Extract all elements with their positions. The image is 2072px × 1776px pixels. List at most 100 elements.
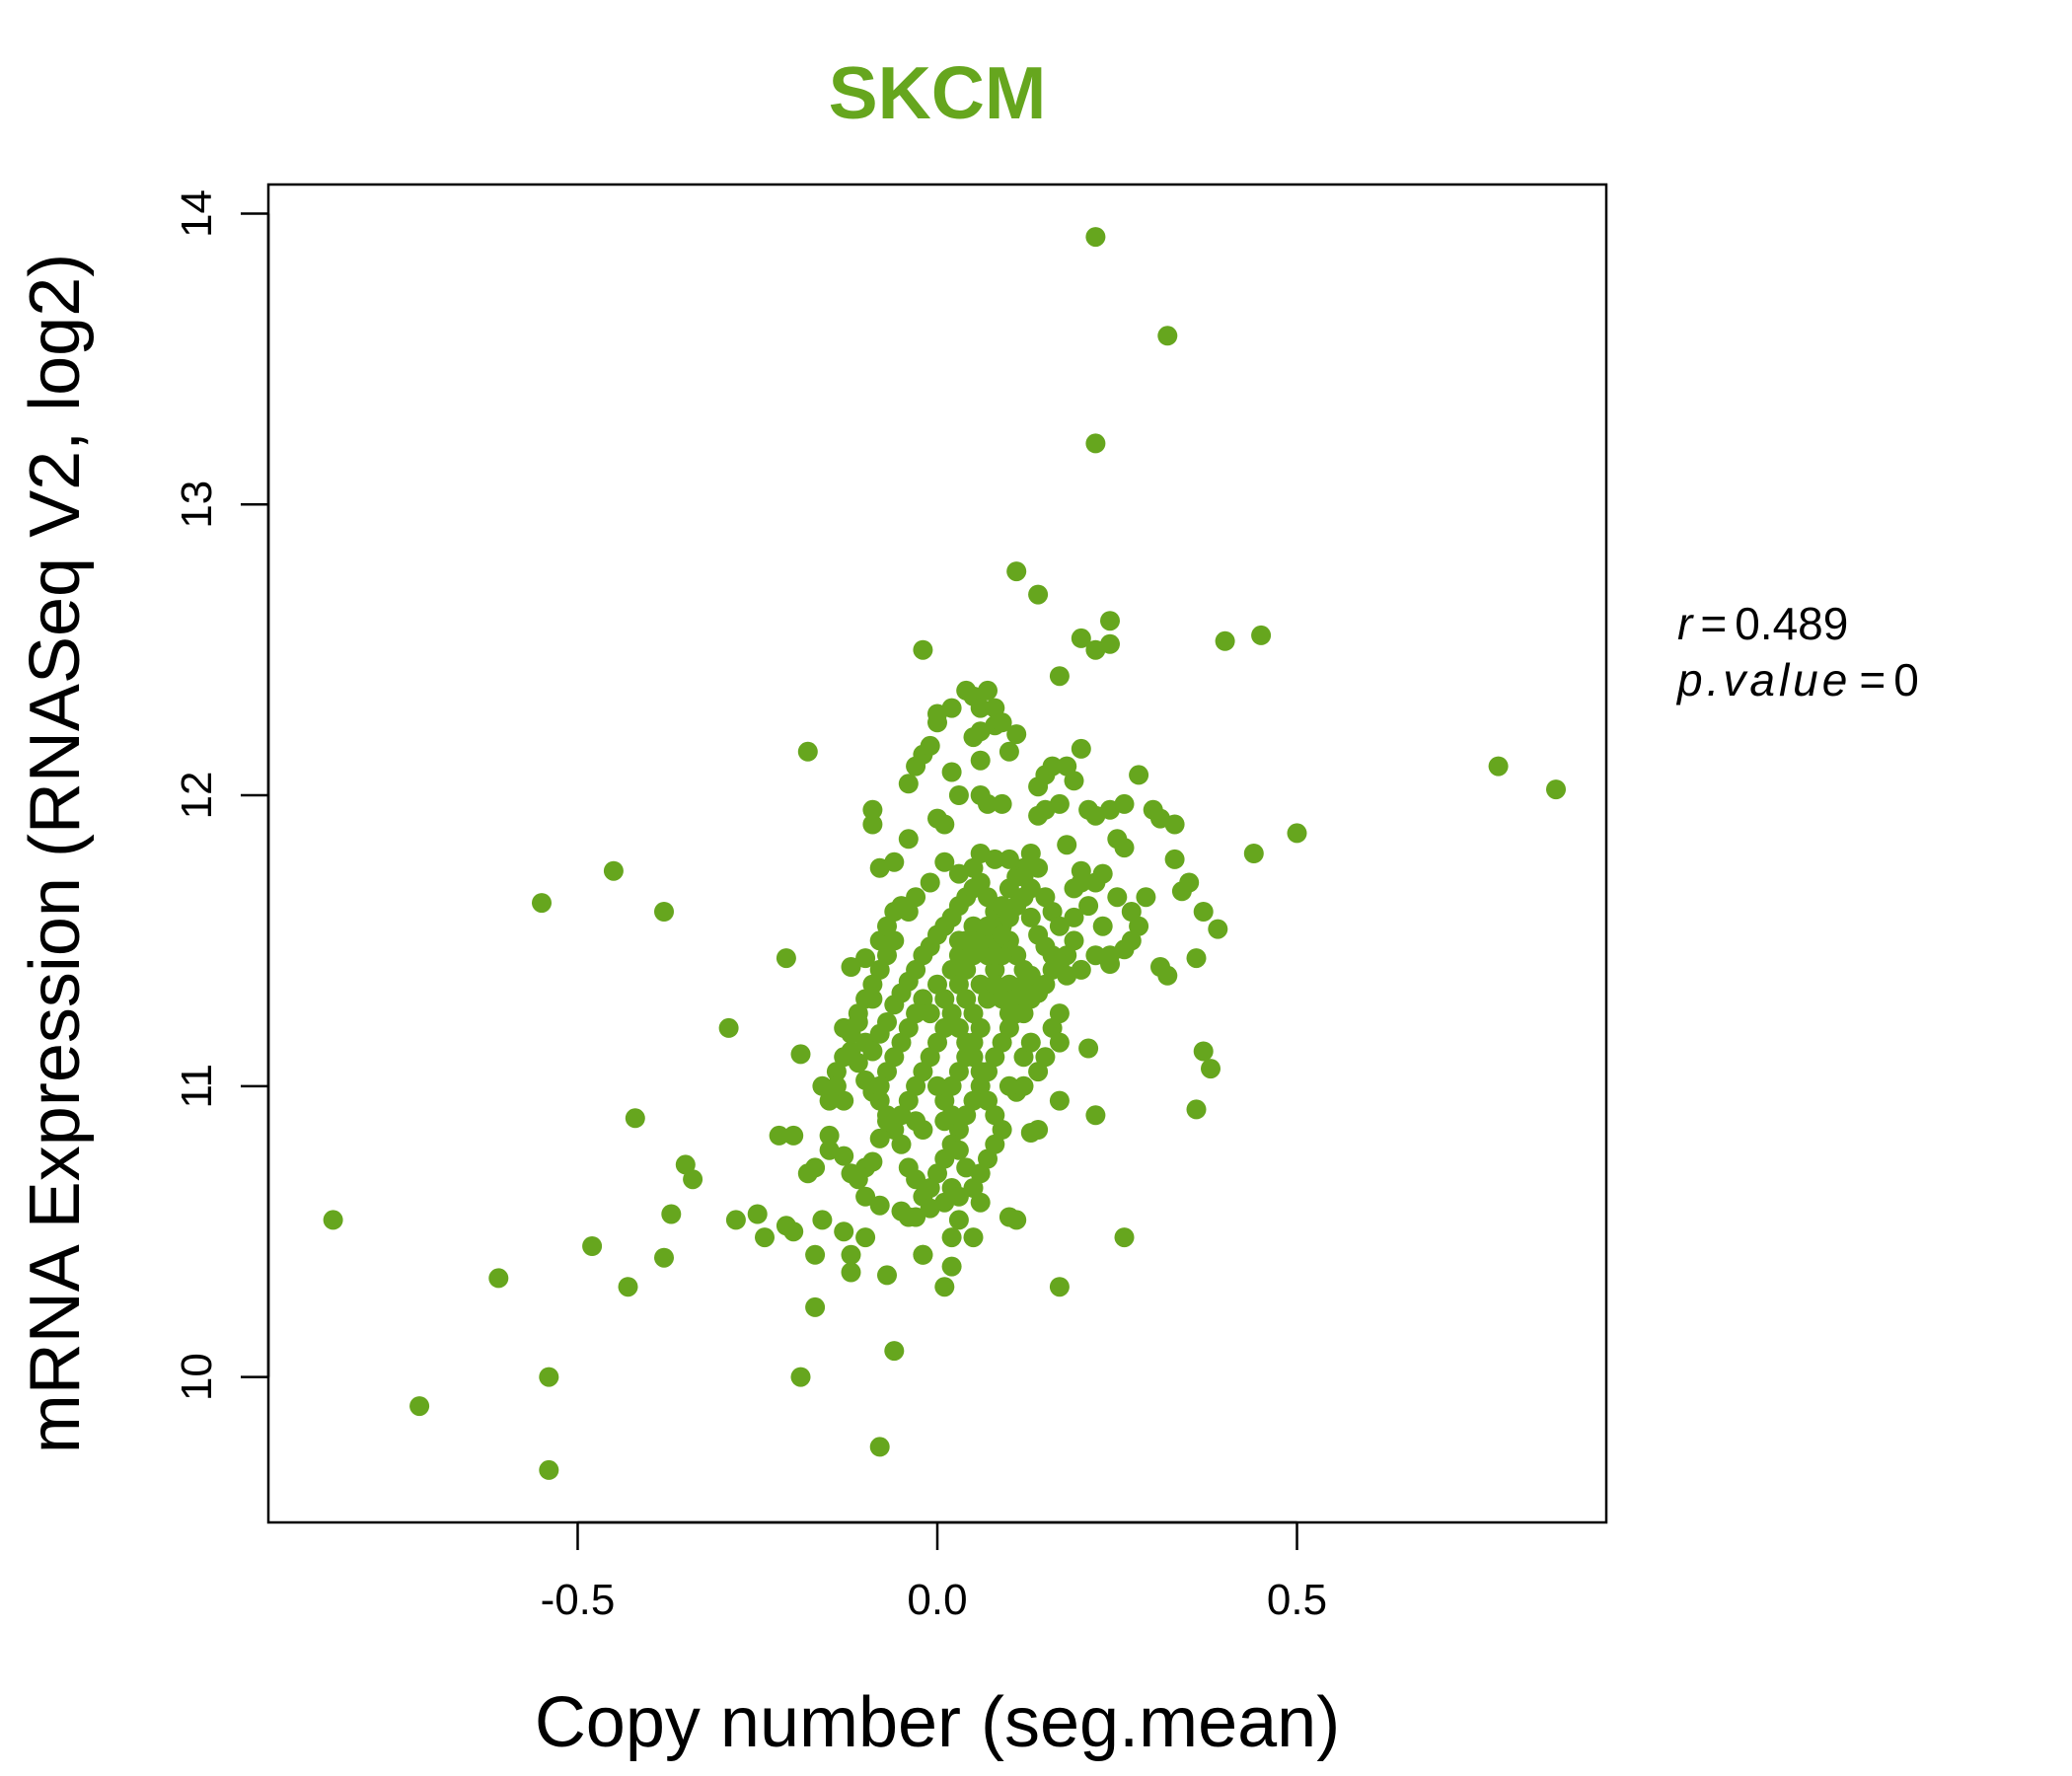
data-point xyxy=(941,1003,962,1024)
data-point xyxy=(927,1075,947,1096)
y-tick-label: 11 xyxy=(173,1064,221,1109)
data-point xyxy=(1071,872,1091,893)
y-axis-label: mRNA Expression (RNASeq V2, log2) xyxy=(16,254,95,1453)
data-point xyxy=(1085,433,1106,454)
data-point xyxy=(1071,628,1091,648)
data-point xyxy=(776,948,796,969)
data-point xyxy=(948,1210,969,1230)
data-point xyxy=(934,1277,955,1297)
data-point xyxy=(1100,611,1120,631)
y-axis: 10 11 12 13 14 xyxy=(173,189,270,1401)
data-point xyxy=(1057,965,1077,986)
data-point xyxy=(654,902,674,922)
data-point xyxy=(985,1047,1005,1068)
data-point xyxy=(654,1247,674,1268)
r-equals: = xyxy=(1700,598,1727,649)
data-point xyxy=(725,1210,746,1230)
data-point xyxy=(1164,814,1185,835)
p-equals: = xyxy=(1859,654,1886,705)
data-point xyxy=(1057,835,1077,855)
x-tick-label: 0.5 xyxy=(1267,1576,1327,1624)
data-point xyxy=(956,1157,977,1178)
data-point xyxy=(855,1227,876,1248)
data-point xyxy=(948,1186,969,1207)
x-axis-label: Copy number (seg.mean) xyxy=(535,1683,1340,1762)
data-point xyxy=(970,698,991,718)
data-point xyxy=(1129,765,1149,785)
data-point xyxy=(941,1227,962,1248)
data-point xyxy=(1006,724,1027,745)
data-point xyxy=(1028,857,1049,878)
data-point xyxy=(1215,630,1235,651)
data-point xyxy=(898,829,919,850)
data-point xyxy=(985,945,1005,966)
data-point xyxy=(1042,756,1063,777)
data-point xyxy=(963,1003,984,1024)
data-point xyxy=(1092,916,1113,936)
data-point xyxy=(1157,326,1178,346)
data-point xyxy=(1020,965,1041,986)
data-point xyxy=(1488,756,1509,777)
data-point xyxy=(920,1003,940,1024)
data-point xyxy=(1078,896,1099,917)
data-point xyxy=(805,1244,826,1265)
data-point xyxy=(841,957,861,977)
data-point xyxy=(1201,1059,1221,1079)
data-point xyxy=(855,989,876,1009)
r-symbol: r xyxy=(1677,598,1694,649)
data-point xyxy=(1013,1003,1034,1024)
data-point xyxy=(783,1125,804,1146)
data-point xyxy=(1243,844,1264,863)
data-point xyxy=(948,1140,969,1160)
data-point xyxy=(826,1075,847,1096)
data-point xyxy=(978,916,998,936)
data-point xyxy=(1028,805,1049,826)
data-point xyxy=(869,1075,890,1096)
y-tick-label: 10 xyxy=(173,1353,221,1401)
data-point xyxy=(812,1075,833,1096)
data-point xyxy=(755,1227,775,1248)
data-point xyxy=(1035,887,1056,908)
data-point xyxy=(539,1459,559,1480)
data-point xyxy=(884,1341,905,1362)
data-point xyxy=(934,851,955,872)
data-point xyxy=(884,1047,905,1068)
data-point xyxy=(1114,793,1135,814)
data-point xyxy=(963,1047,984,1068)
data-point xyxy=(1107,887,1128,908)
data-point xyxy=(1193,902,1214,922)
data-point xyxy=(1049,1277,1070,1297)
data-point xyxy=(618,1277,638,1297)
data-point xyxy=(1193,1041,1214,1062)
x-tick-label: 0.0 xyxy=(907,1576,967,1624)
data-point xyxy=(834,1047,854,1068)
data-point xyxy=(948,785,969,805)
data-point xyxy=(1208,919,1228,939)
data-point xyxy=(963,727,984,748)
data-point xyxy=(819,1090,840,1111)
x-tick-label: -0.5 xyxy=(541,1576,616,1624)
data-point xyxy=(970,1075,991,1096)
data-point xyxy=(841,1244,861,1265)
data-point xyxy=(992,925,1012,945)
y-tick-label: 13 xyxy=(173,481,221,529)
data-point xyxy=(718,1017,739,1038)
data-point xyxy=(1186,948,1207,969)
data-point xyxy=(1028,1062,1049,1082)
data-point xyxy=(877,1265,897,1286)
data-point xyxy=(877,1111,897,1132)
data-point xyxy=(1042,1017,1063,1038)
data-point xyxy=(625,1108,645,1129)
data-point xyxy=(920,872,940,893)
data-point xyxy=(869,959,890,980)
data-point xyxy=(819,1125,840,1146)
data-point xyxy=(1064,907,1084,927)
data-point xyxy=(920,1198,940,1219)
data-point xyxy=(906,887,926,908)
data-point xyxy=(1287,823,1307,844)
data-point xyxy=(978,793,998,814)
data-point xyxy=(539,1367,559,1387)
x-axis: -0.5 0.0 0.5 xyxy=(541,1520,1327,1624)
data-points xyxy=(323,227,1566,1480)
